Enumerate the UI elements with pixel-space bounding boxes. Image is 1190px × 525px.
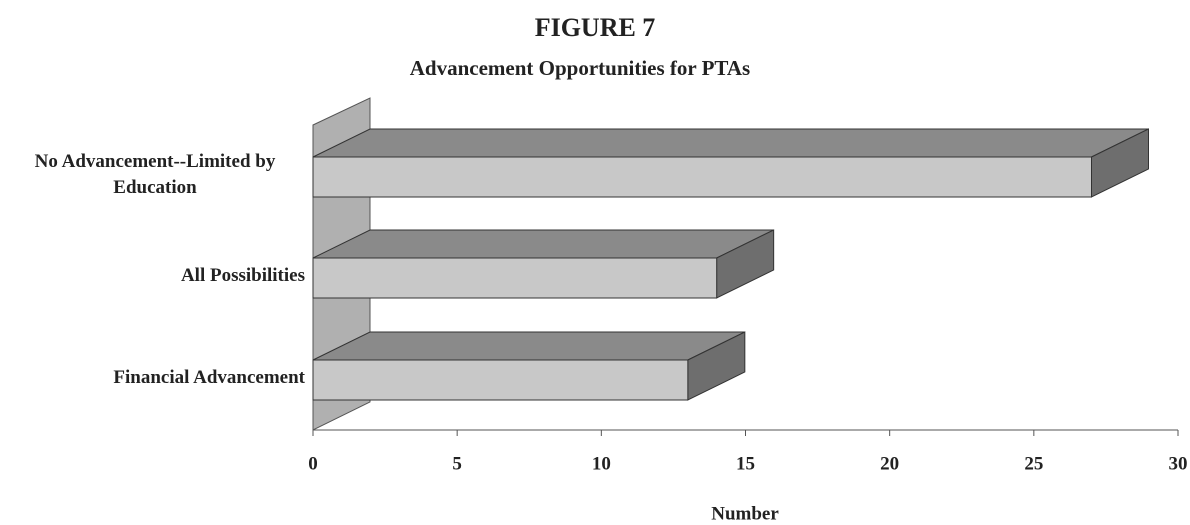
chart-subtitle: Advancement Opportunities for PTAs [410,56,750,80]
x-tick-label: 25 [1024,453,1043,474]
bar [312,156,1092,198]
x-tick-label: 30 [1169,453,1188,474]
bar [312,257,718,299]
chart-title: FIGURE 7 [535,13,656,42]
y-tick-label: All Possibilities [180,265,305,286]
bar-top [312,331,746,361]
y-tick-label: No Advancement--Limited by Education [34,151,276,198]
x-tick-label: 0 [308,453,318,474]
x-tick-label: 10 [592,453,611,474]
x-tick-label: 5 [452,453,462,474]
y-tick-label: Financial Advancement [113,367,305,388]
bar [312,359,689,401]
bar-top [312,229,774,259]
bar-top [312,128,1149,158]
x-tick-label: 20 [880,453,899,474]
x-axis-label: Number [711,503,779,524]
x-tick-label: 15 [736,453,755,474]
